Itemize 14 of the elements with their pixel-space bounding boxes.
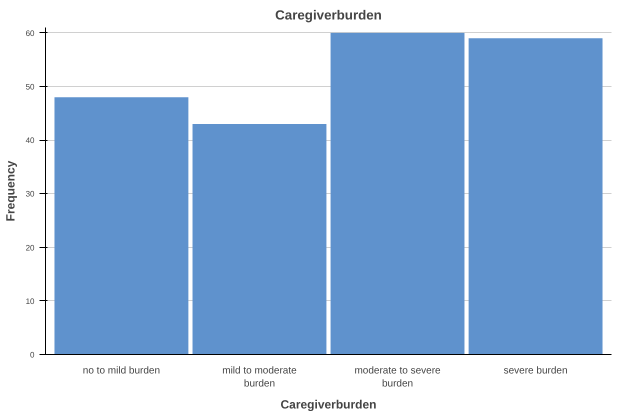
x-tick-label: no to mild burden	[82, 366, 160, 376]
y-tick-label: 20	[26, 243, 36, 252]
x-tick-label: mild to moderate burden	[222, 366, 298, 390]
chart-title: Caregiverburden	[275, 8, 382, 22]
y-tick-label: 50	[26, 82, 36, 92]
y-axis-title: Frequency	[4, 160, 18, 222]
x-tick-label: moderate to severe burden	[354, 366, 442, 390]
x-axis-title: Caregiverburden	[280, 398, 377, 412]
y-tick-label: 10	[26, 296, 36, 306]
y-tick-label: 0	[30, 350, 36, 360]
x-tick-label: severe burden	[504, 366, 568, 376]
y-tick-label: 60	[26, 28, 36, 38]
y-tick-label: 30	[26, 190, 36, 199]
y-tick-label: 40	[26, 136, 36, 146]
